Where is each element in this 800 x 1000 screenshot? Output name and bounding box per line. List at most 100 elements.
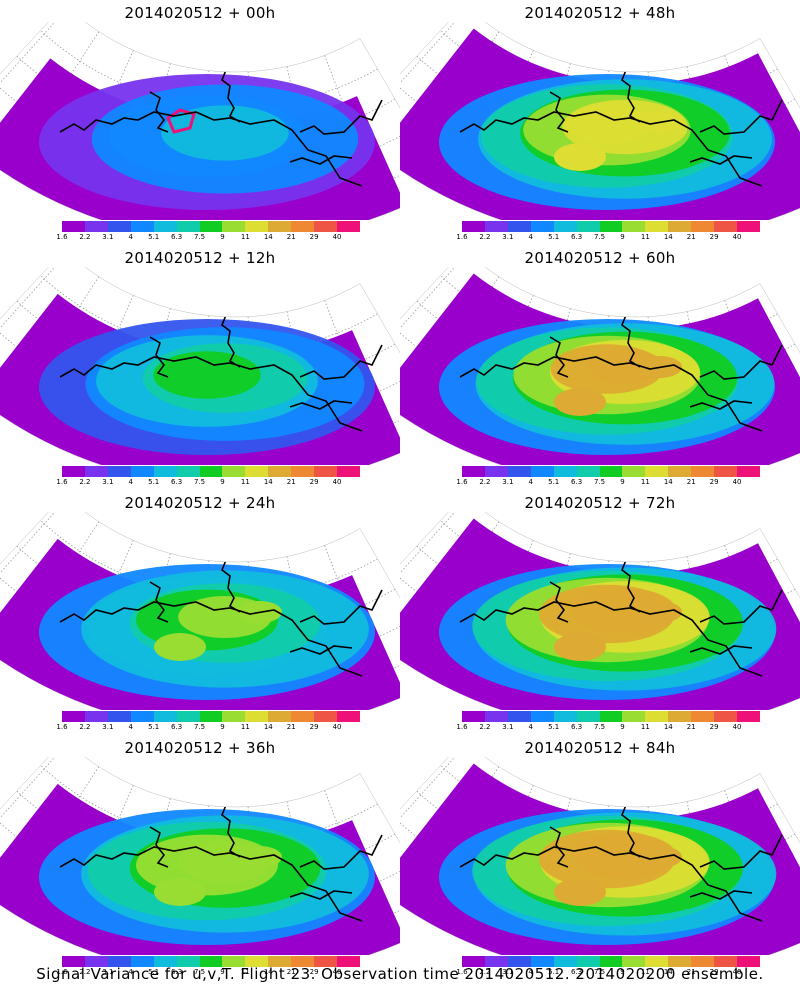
colorbar-label: 4 <box>128 723 133 731</box>
colorbar <box>62 221 360 232</box>
colorbar-swatch <box>691 221 715 232</box>
colorbar-swatch <box>84 711 108 722</box>
colorbar-swatch <box>530 466 554 477</box>
colorbar-label: 2.2 <box>479 478 491 486</box>
colorbar-swatch <box>268 956 292 967</box>
figure-caption: Signal Variance for u,v,T. Flight 23. Ob… <box>36 965 764 983</box>
colorbar-label: 14 <box>663 478 673 486</box>
colorbar-swatch <box>576 466 600 477</box>
colorbar-swatch <box>314 956 338 967</box>
colorbar-swatch <box>107 711 131 722</box>
colorbar-labels: 1.6 2.2 3.1 4 5.1 6.3 7.5 9 11 14 21 29 40 <box>56 233 360 243</box>
colorbar-swatch <box>553 956 577 967</box>
colorbar-label: 6.3 <box>171 233 183 241</box>
colorbar-label: 1.6 <box>56 478 68 486</box>
colorbar-swatch <box>153 466 177 477</box>
colorbar-swatch <box>130 466 154 477</box>
panel-title: 2014020512 + 60h <box>524 249 676 267</box>
colorbar-swatch <box>84 956 108 967</box>
colorbar-swatch <box>176 711 200 722</box>
colorbar-label: 11 <box>240 723 250 731</box>
colorbar-label: 5.1 <box>548 968 560 976</box>
colorbar-swatch <box>599 711 623 722</box>
colorbar-swatch <box>714 466 738 477</box>
colorbar-label: 3.1 <box>102 478 114 486</box>
colorbar-label: 14 <box>263 723 273 731</box>
colorbar-swatch <box>222 956 246 967</box>
colorbar-swatch <box>484 956 508 967</box>
colorbar-swatch <box>62 711 85 722</box>
colorbar-label: 4 <box>128 968 133 976</box>
colorbar-label: 21 <box>686 968 696 976</box>
colorbar-label: 29 <box>309 233 319 241</box>
colorbar-swatch <box>130 711 154 722</box>
colorbar-label: 7.5 <box>593 723 606 731</box>
colorbar-label: 11 <box>240 478 250 486</box>
map-panel: 2014020512 + 60h 1.6 2.2 3.1 4 5.1 6.3 7.5 9 11 14… <box>400 245 800 490</box>
colorbar-swatch <box>462 711 485 722</box>
colorbar-swatch <box>199 466 223 477</box>
colorbar-swatch <box>576 956 600 967</box>
colorbar-swatch <box>337 466 360 477</box>
colorbar-labels: 1.6 2.2 3.1 4 5.1 6.3 7.5 9 11 14 21 29 40 <box>56 723 360 733</box>
colorbar-label: 14 <box>263 478 273 486</box>
colorbar-label: 3.1 <box>502 478 514 486</box>
colorbar-label: 3.1 <box>502 233 514 241</box>
colorbar-labels: 1.6 2.2 3.1 4 5.1 6.3 7.5 9 11 14 21 29 40 <box>456 723 760 733</box>
colorbar-label: 1.6 <box>456 723 468 731</box>
colorbar-label: 11 <box>240 233 250 241</box>
colorbar-label: 7.5 <box>593 478 606 486</box>
colorbar-label: 1.6 <box>56 723 68 731</box>
colorbar-label: 11 <box>640 233 650 241</box>
colorbar <box>62 956 360 967</box>
colorbar-label: 40 <box>732 723 742 731</box>
colorbar-swatch <box>268 711 292 722</box>
colorbar-label: 4 <box>128 233 133 241</box>
colorbar-swatch <box>576 221 600 232</box>
colorbar <box>462 466 760 477</box>
colorbar-label: 2.2 <box>479 968 491 976</box>
colorbar-label: 2.2 <box>79 233 91 241</box>
colorbar-label: 11 <box>640 723 650 731</box>
colorbar-label: 40 <box>732 478 742 486</box>
colorbar-label: 40 <box>332 968 342 976</box>
colorbar-label: 1.6 <box>456 478 468 486</box>
colorbar-label: 4 <box>128 478 133 486</box>
colorbar-label: 40 <box>732 233 742 241</box>
map-panel: 2014020512 + 84h 1.6 2.2 3.1 4 5.1 6.3 7.5 9 11 14… <box>400 735 800 980</box>
colorbar-swatch <box>668 466 692 477</box>
colorbar-label: 2.2 <box>79 723 91 731</box>
colorbar-swatch <box>337 956 360 967</box>
colorbar-label: 29 <box>709 478 719 486</box>
colorbar-label: 2.2 <box>479 233 491 241</box>
colorbar-label: 14 <box>663 723 673 731</box>
panel-title: 2014020512 + 84h <box>524 739 676 757</box>
colorbar-label: 6.3 <box>171 968 183 976</box>
variance-map <box>0 757 400 955</box>
colorbar-swatch <box>245 711 269 722</box>
colorbar-swatch <box>691 466 715 477</box>
colorbar-swatch <box>530 711 554 722</box>
colorbar-label: 7.5 <box>193 478 206 486</box>
colorbar-label: 29 <box>709 723 719 731</box>
colorbar-swatch <box>530 221 554 232</box>
colorbar-swatch <box>553 466 577 477</box>
colorbar-labels: 1.6 2.2 3.1 4 5.1 6.3 7.5 9 11 14 21 29 40 <box>456 968 760 978</box>
map-panel: 2014020512 + 00h 1.6 2.2 3.1 4 5.1 6.3 7.5 9 11 14… <box>0 0 400 245</box>
colorbar-swatch <box>199 221 223 232</box>
colorbar-label: 1.6 <box>56 968 68 976</box>
colorbar-label: 6.3 <box>571 233 583 241</box>
colorbar-swatch <box>622 466 646 477</box>
colorbar-swatch <box>245 956 269 967</box>
colorbar-swatch <box>714 221 738 232</box>
colorbar-labels: 1.6 2.2 3.1 4 5.1 6.3 7.5 9 11 14 21 29 40 <box>456 478 760 488</box>
variance-map <box>400 757 800 955</box>
variance-map <box>400 267 800 465</box>
colorbar-swatch <box>291 466 315 477</box>
colorbar-swatch <box>62 221 85 232</box>
colorbar-label: 4 <box>528 233 533 241</box>
colorbar-swatch <box>737 466 760 477</box>
colorbar <box>462 956 760 967</box>
colorbar-label: 40 <box>332 233 342 241</box>
colorbar-label: 29 <box>309 478 319 486</box>
